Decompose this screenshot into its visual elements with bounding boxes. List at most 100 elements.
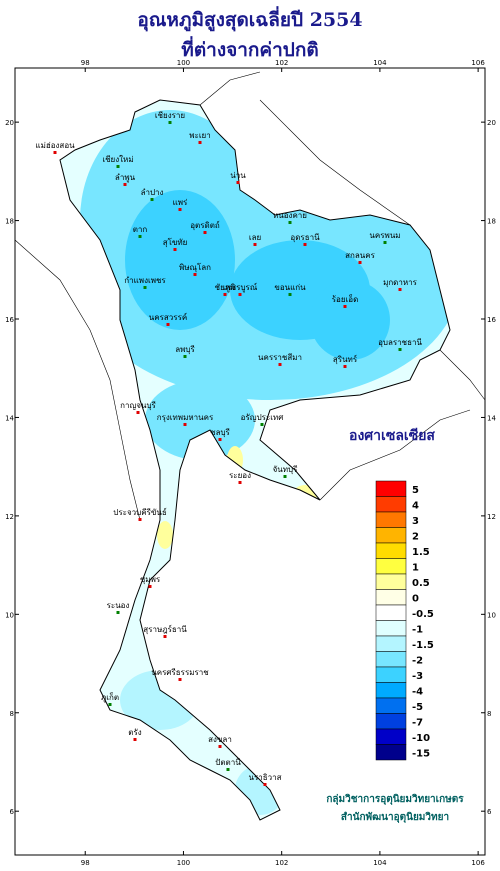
place-label: พิษณุโลก — [179, 262, 211, 272]
place-label: แม่ฮ่องสอน — [35, 141, 75, 150]
legend-swatch — [375, 527, 407, 544]
place-label: นครพนม — [369, 231, 400, 240]
place-label: นราธิวาส — [248, 773, 281, 782]
legend-swatch — [375, 480, 407, 497]
station-marker — [166, 323, 170, 326]
place-label: ชัยภูมิ — [215, 283, 236, 293]
lon-label: 98 — [81, 59, 90, 67]
legend-swatch — [375, 542, 407, 559]
place-label: สงขลา — [208, 735, 232, 744]
place-label: นครสวรรค์ — [149, 312, 187, 322]
place-label: สุราษฎร์ธานี — [143, 624, 187, 634]
place-label: อุตรดิตถ์ — [190, 220, 220, 230]
station-marker — [253, 243, 257, 246]
place-label: สุโขทัย — [163, 237, 188, 247]
station-marker — [178, 208, 182, 211]
legend-swatch — [375, 620, 407, 637]
place-label: ร้อยเอ็ด — [332, 294, 359, 304]
place-label: เชียงราย — [155, 111, 185, 120]
lat-label: 8 — [10, 710, 14, 718]
lon-label: 102 — [275, 859, 288, 867]
station-marker — [398, 348, 402, 351]
place-label: เลย — [249, 233, 261, 242]
station-marker — [223, 293, 227, 296]
place-label: กรุงเทพมหานคร — [157, 413, 214, 422]
place-label: กาญจนบุรี — [120, 401, 156, 410]
place-label: ตรัง — [128, 728, 141, 737]
legend-label: 5 — [412, 485, 419, 496]
legend-swatch — [375, 682, 407, 699]
place-label: ประจวบคีรีขันธ์ — [113, 507, 167, 517]
place-label: ระนอง — [107, 601, 130, 610]
station-marker — [343, 365, 347, 368]
legend-label: -10 — [412, 733, 430, 744]
station-marker — [398, 288, 402, 291]
station-marker — [183, 355, 187, 358]
lon-label: 104 — [373, 859, 387, 867]
legend-label: -1 — [412, 625, 423, 636]
station-marker — [116, 165, 120, 168]
place-label: ชุมพร — [140, 575, 161, 584]
station-marker — [288, 293, 292, 296]
place-label: อรัญประเทศ — [241, 413, 284, 422]
legend-swatch — [375, 635, 407, 652]
lat-label: 14 — [487, 414, 496, 422]
lon-label: 98 — [81, 859, 90, 867]
legend-label: 1.5 — [412, 547, 430, 558]
lon-label: 106 — [471, 859, 485, 867]
lon-label: 102 — [275, 59, 288, 67]
legend-label: 2 — [412, 532, 419, 543]
place-label: แพร่ — [173, 198, 188, 207]
legend-label: -2 — [412, 656, 423, 667]
legend-label: -5 — [412, 702, 423, 713]
station-marker — [383, 241, 387, 244]
legend-label: -1.5 — [412, 640, 434, 651]
legend-label: 3 — [412, 516, 419, 527]
place-label: มุกดาหาร — [383, 278, 418, 287]
station-marker — [198, 141, 202, 144]
station-marker — [136, 411, 140, 414]
station-marker — [218, 438, 222, 441]
legend-swatch — [375, 697, 407, 714]
lat-label: 8 — [487, 710, 491, 718]
legend-swatch — [375, 604, 407, 621]
lat-label: 20 — [487, 119, 496, 127]
station-marker — [358, 261, 362, 264]
legend-label: 1 — [412, 563, 419, 574]
lat-label: 20 — [5, 119, 14, 127]
station-marker — [283, 475, 287, 478]
place-label: หนองคาย — [273, 211, 307, 220]
legend-label: -0.5 — [412, 609, 434, 620]
legend-swatch — [375, 511, 407, 528]
place-label: นครราชสีมา — [258, 353, 302, 362]
place-label: น่าน — [230, 171, 246, 180]
legend-swatch — [375, 573, 407, 590]
neighbor-borders — [14, 71, 486, 521]
place-label: ลำปาง — [141, 188, 164, 197]
legend-label: -4 — [412, 687, 423, 698]
place-label: เชียงใหม่ — [102, 155, 133, 164]
station-marker — [226, 768, 230, 771]
lat-label: 14 — [5, 414, 14, 422]
place-label: อุดรธานี — [290, 233, 320, 242]
station-marker — [173, 248, 177, 251]
lat-label: 6 — [487, 808, 492, 816]
title: อุณหภูมิสูงสุดเฉลี่ยปี 2554 — [137, 6, 362, 32]
place-label: ชลบุรี — [210, 428, 230, 437]
station-marker — [278, 363, 282, 366]
legend-swatch — [375, 666, 407, 683]
place-label: ขอนแก่น — [274, 283, 306, 292]
station-marker — [168, 121, 172, 124]
lat-label: 18 — [5, 218, 14, 226]
place-label: ลพบุรี — [175, 345, 195, 354]
legend-label: -3 — [412, 671, 423, 682]
station-marker — [133, 738, 137, 741]
place-label: สกลนคร — [345, 251, 375, 260]
legend-swatch — [375, 558, 407, 575]
legend-label: 4 — [412, 501, 419, 512]
station-marker — [138, 235, 142, 238]
place-label: พะเยา — [189, 131, 210, 140]
station-marker — [203, 231, 207, 234]
station-marker — [108, 703, 112, 706]
station-marker — [193, 273, 197, 276]
